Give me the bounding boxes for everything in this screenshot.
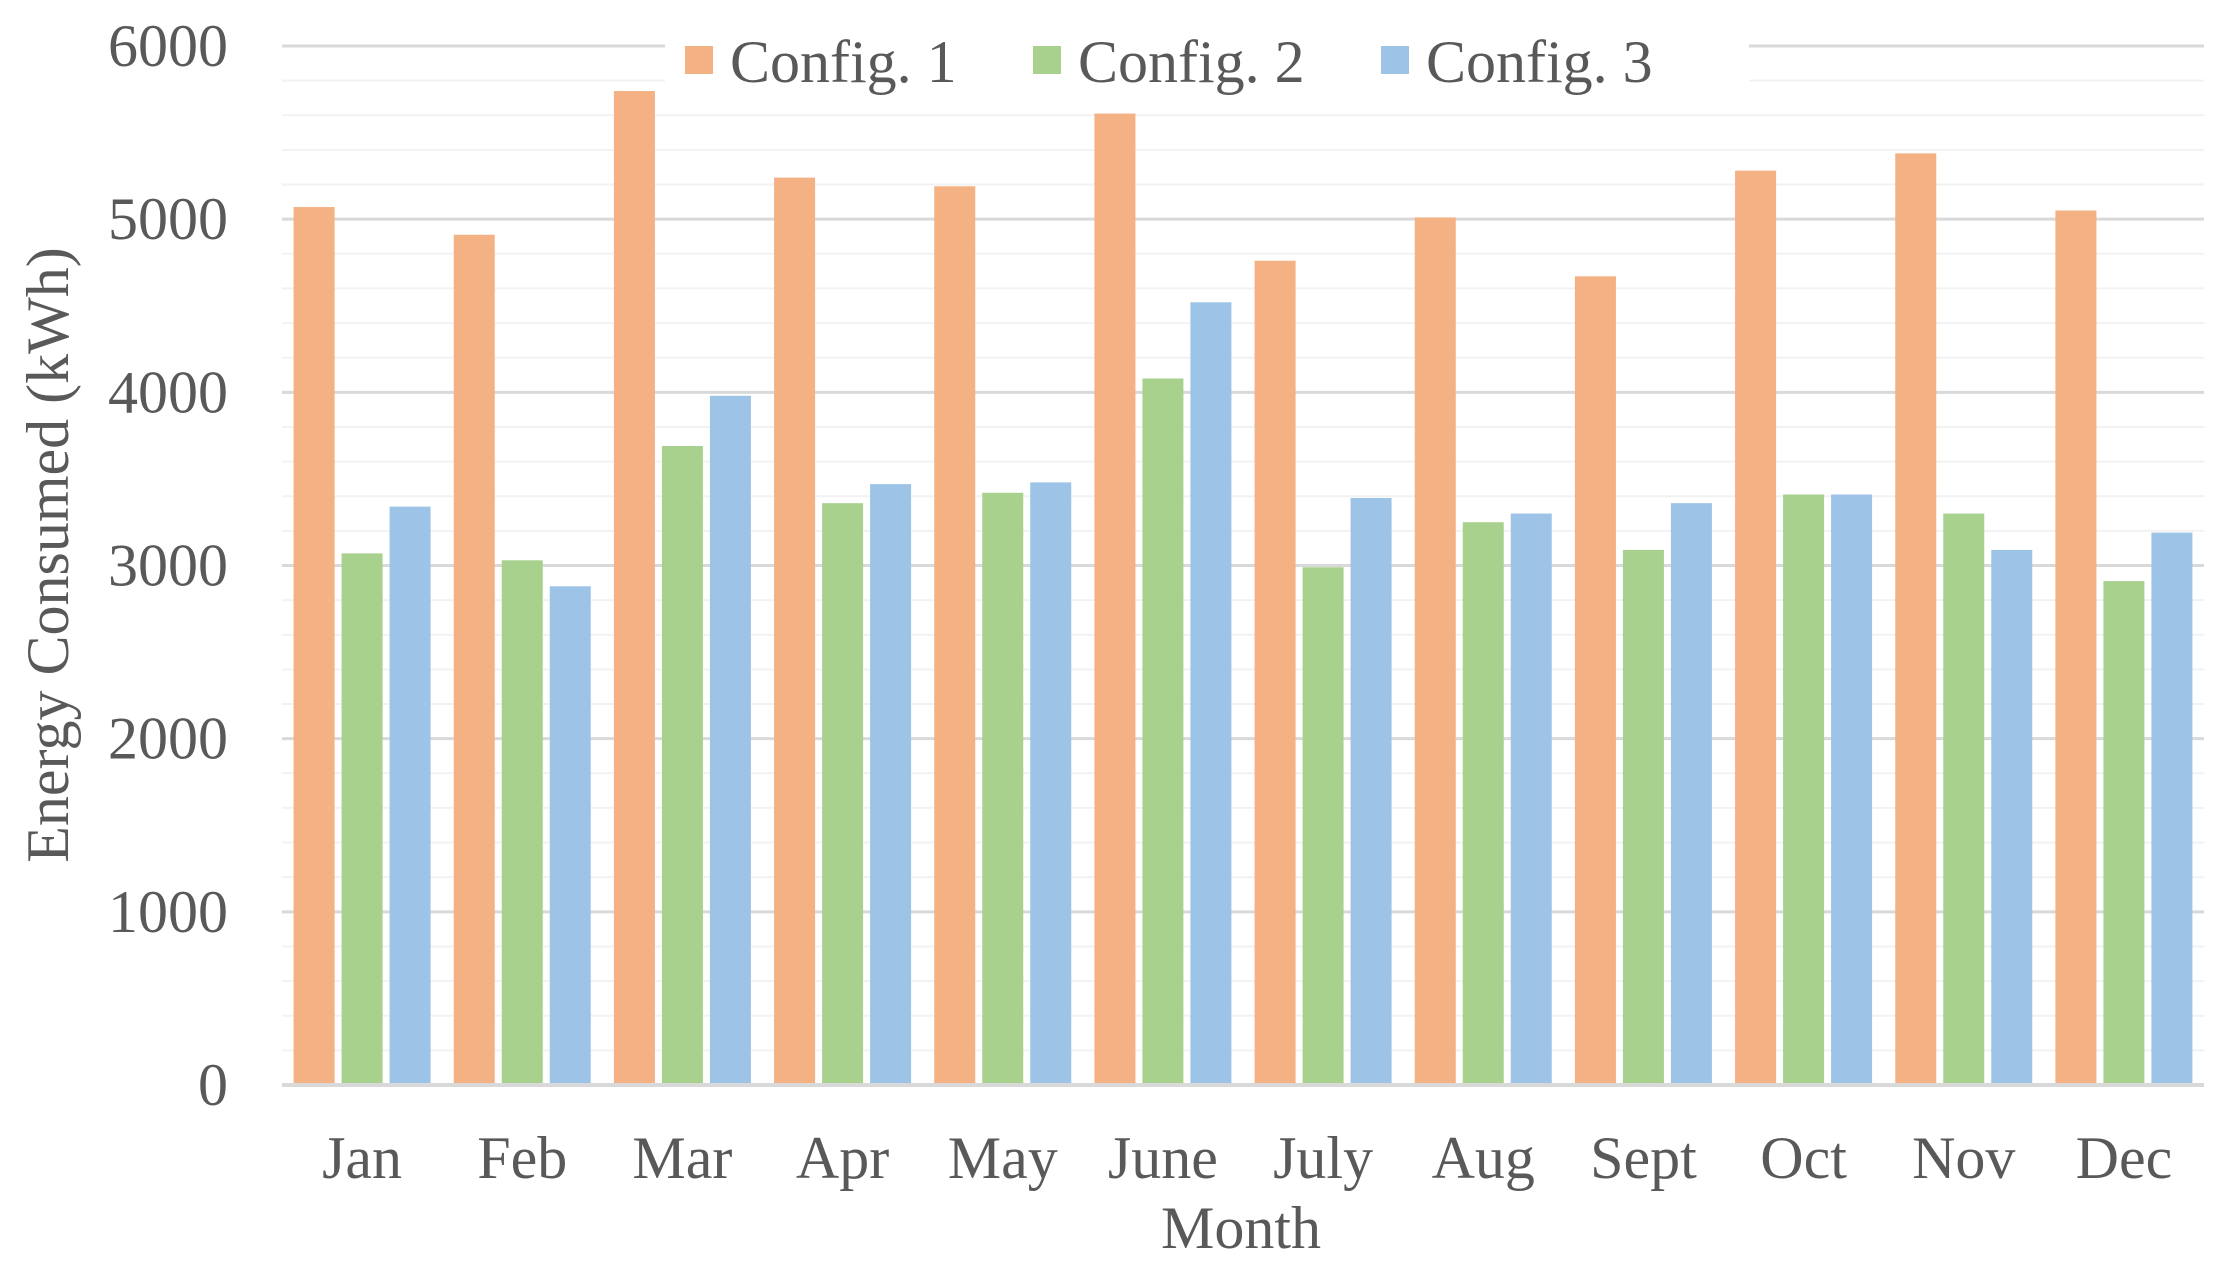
bar-config-1-july xyxy=(1254,260,1296,1085)
x-tick-label: May xyxy=(948,1125,1058,1191)
bar-config-1-aug xyxy=(1414,217,1456,1085)
bar-config-2-apr xyxy=(822,503,864,1085)
bar-config-3-mar xyxy=(709,395,751,1086)
bar-config-1-nov xyxy=(1895,153,1937,1085)
bar-config-1-mar xyxy=(613,91,655,1086)
bar-config-3-jan xyxy=(389,506,431,1086)
axes: 0 1000 2000 3000 4000 5000 6000 Jan Feb Mar Apr May… xyxy=(108,13,2204,1191)
bar-config-2-aug xyxy=(1462,522,1504,1085)
bar-config-1-dec xyxy=(2055,210,2097,1086)
x-tick-label: Feb xyxy=(477,1125,567,1191)
x-axis-title: Month xyxy=(1161,1195,1321,1261)
x-tick-label: Jan xyxy=(322,1125,402,1191)
bar-config-3-oct xyxy=(1831,494,1873,1085)
legend: Config. 1 Config. 2 Config. 3 xyxy=(665,20,1749,100)
x-tick-label: Apr xyxy=(796,1125,889,1191)
bar-config-2-may xyxy=(982,492,1024,1085)
y-tick-label: 6000 xyxy=(108,13,228,79)
bar-config-3-dec xyxy=(2151,532,2193,1085)
bar-config-2-dec xyxy=(2103,581,2145,1085)
legend-label: Config. 3 xyxy=(1426,29,1653,95)
y-tick-label: 5000 xyxy=(108,186,228,252)
bar-config-2-nov xyxy=(1943,513,1985,1085)
legend-label: Config. 1 xyxy=(730,29,957,95)
legend-background xyxy=(665,20,1749,100)
bar-config-2-oct xyxy=(1783,494,1825,1085)
bar-config-1-jan xyxy=(293,207,335,1086)
y-tick-label: 1000 xyxy=(108,879,228,945)
y-tick-label: 3000 xyxy=(108,533,228,599)
legend-swatch xyxy=(1381,46,1409,74)
x-tick-label: Oct xyxy=(1760,1125,1847,1191)
gridlines xyxy=(282,44,2204,1052)
bar-config-3-june xyxy=(1190,302,1232,1086)
bar-config-2-june xyxy=(1142,378,1184,1086)
x-tick-label: July xyxy=(1273,1125,1373,1191)
x-tick-label: Dec xyxy=(2076,1125,2173,1191)
bar-config-3-may xyxy=(1030,482,1072,1085)
legend-swatch xyxy=(685,46,713,74)
bar-config-3-feb xyxy=(549,586,591,1085)
x-tick-label: Nov xyxy=(1912,1125,2015,1191)
bar-config-3-nov xyxy=(1991,549,2033,1085)
bar-config-3-aug xyxy=(1510,513,1552,1085)
y-tick-label: 0 xyxy=(198,1052,228,1118)
bar-config-1-may xyxy=(934,186,976,1085)
bar-config-3-sept xyxy=(1670,503,1712,1085)
x-tick-label: Sept xyxy=(1590,1125,1697,1191)
bar-config-3-july xyxy=(1350,497,1392,1086)
bars xyxy=(293,91,2193,1086)
y-axis-title: Energy Consumed (kWh) xyxy=(15,247,81,862)
bar-config-1-june xyxy=(1094,113,1136,1085)
legend-swatch xyxy=(1033,46,1061,74)
y-tick-label: 4000 xyxy=(108,359,228,425)
bar-config-1-feb xyxy=(453,234,495,1086)
bar-config-2-feb xyxy=(501,560,543,1085)
x-tick-label: Mar xyxy=(632,1125,732,1191)
bar-config-2-jan xyxy=(341,553,383,1085)
y-tick-label: 2000 xyxy=(108,706,228,772)
x-tick-label: June xyxy=(1108,1125,1218,1191)
bar-config-1-apr xyxy=(774,177,816,1085)
x-tick-label: Aug xyxy=(1432,1125,1535,1191)
bar-config-3-apr xyxy=(870,484,912,1085)
bar-config-1-sept xyxy=(1574,276,1616,1086)
bar-config-2-sept xyxy=(1622,549,1664,1085)
bar-config-2-july xyxy=(1302,567,1344,1085)
bar-config-1-oct xyxy=(1735,170,1777,1085)
legend-label: Config. 2 xyxy=(1078,29,1305,95)
bar-config-2-mar xyxy=(661,446,703,1085)
